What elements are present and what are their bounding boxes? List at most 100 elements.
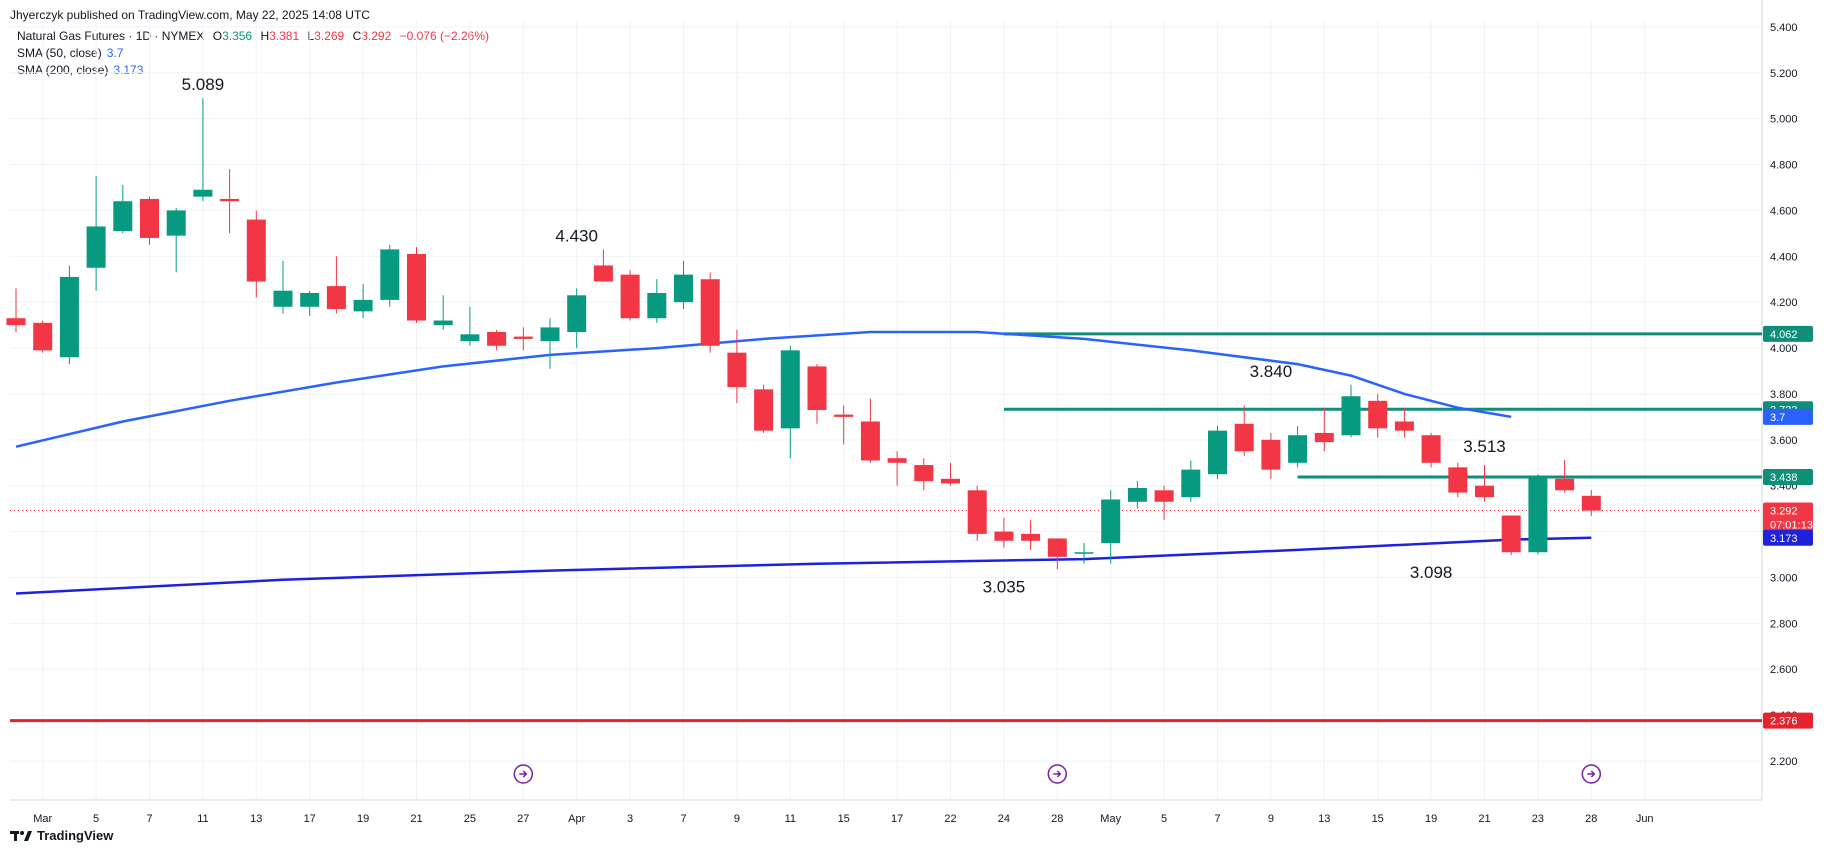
candle [780, 345, 800, 459]
change-value: −0.076 (−2.26%) [399, 29, 490, 43]
candle [1021, 520, 1041, 550]
candle [246, 210, 266, 298]
price-annotation: 3.840 [1250, 362, 1293, 381]
candle-body [1021, 533, 1041, 541]
candle [674, 260, 693, 310]
candle-body [86, 226, 106, 268]
candle [1234, 405, 1254, 456]
sma50-label: SMA (50, close) [17, 46, 102, 60]
candle [300, 290, 320, 316]
candle [33, 320, 53, 353]
sma200-legend[interactable]: SMA (200, close) 3.173 [17, 63, 148, 77]
candle-body [1261, 439, 1281, 470]
candle [1421, 432, 1441, 468]
candle [326, 256, 346, 314]
x-tick-label: 21 [1478, 813, 1490, 825]
candle-body [1555, 478, 1575, 491]
x-tick-label: 11 [785, 813, 796, 825]
sma200-label: SMA (200, close) [17, 63, 109, 77]
candle [513, 327, 533, 351]
x-tick-label: 11 [197, 813, 208, 825]
candle-body [567, 295, 587, 332]
x-tick-label: Apr [568, 813, 585, 825]
close-label: C [352, 29, 362, 43]
candle [834, 405, 854, 445]
candle-body [1074, 552, 1094, 554]
candle-body [166, 210, 186, 236]
y-tick-label: 4.200 [1770, 297, 1798, 309]
candle-body [1448, 467, 1468, 493]
candle [567, 288, 587, 349]
candle-body [807, 366, 827, 410]
sma200-line [15, 536, 1592, 595]
open-value: 3.356 [222, 29, 253, 43]
candle-body [1475, 485, 1494, 498]
candle-body [1154, 490, 1174, 502]
candle-body [754, 389, 774, 431]
candle [166, 208, 186, 273]
x-tick-label: 3 [627, 813, 633, 825]
event-marker-icon[interactable] [1581, 764, 1602, 784]
event-marker-icon[interactable] [1047, 764, 1068, 784]
svg-text:3.292: 3.292 [1770, 505, 1798, 517]
candle [1581, 490, 1601, 516]
x-tick-label: 19 [1425, 813, 1437, 825]
x-tick-label: 28 [1585, 813, 1597, 825]
level-4062-badge: 4.062 [1763, 325, 1813, 342]
candle-body [326, 286, 346, 310]
level-3438-badge: 3.438 [1763, 468, 1813, 485]
x-tick-label: 28 [1051, 813, 1063, 825]
candle [59, 265, 79, 365]
publisher-line: Jhyerczyk published on TradingView.com, … [10, 8, 370, 22]
sma50-legend[interactable]: SMA (50, close) 3.7 [17, 46, 128, 60]
candle-body [887, 458, 907, 463]
candles [6, 98, 1601, 570]
candle [273, 260, 293, 314]
candle [1047, 538, 1067, 570]
candle [967, 485, 987, 541]
tradingview-logo-icon [10, 830, 32, 842]
candle-body [1341, 396, 1361, 436]
candle [1501, 515, 1521, 555]
candle [1127, 481, 1147, 509]
y-tick-label: 3.600 [1770, 435, 1798, 447]
candle-body [780, 350, 800, 429]
x-tick-label: 15 [1372, 813, 1384, 825]
candle-body [1501, 515, 1521, 553]
svg-text:4.062: 4.062 [1770, 329, 1798, 341]
candle-body [593, 265, 613, 282]
candle [860, 398, 880, 463]
candle [407, 247, 426, 323]
x-tick-label: 23 [1532, 813, 1544, 825]
y-tick-label: 2.600 [1770, 664, 1798, 676]
candle [1154, 485, 1174, 521]
candle-body [941, 478, 960, 484]
x-tick-label: 5 [93, 813, 99, 825]
candle-body [1528, 476, 1548, 553]
candle [1208, 426, 1227, 479]
candle-body [193, 189, 213, 197]
candle-body [300, 293, 320, 307]
candle-body [1208, 430, 1227, 475]
candle [754, 384, 774, 433]
candle [140, 196, 159, 245]
candle-body [353, 299, 373, 312]
sma50-badge: 3.7 [1763, 408, 1813, 425]
x-tick-label: 9 [1268, 813, 1274, 825]
y-tick-label: 5.000 [1770, 114, 1798, 126]
level-2376-badge: 2.376 [1763, 712, 1813, 729]
candle [1341, 384, 1361, 438]
candle [727, 329, 747, 404]
candle-body [113, 201, 133, 232]
event-marker-icon[interactable] [513, 764, 534, 784]
candle-body [1421, 435, 1441, 463]
candle-body [407, 254, 426, 321]
candle-body [220, 198, 240, 202]
y-tick-label: 5.400 [1770, 22, 1798, 34]
sma50-line [15, 330, 1512, 448]
low-label: L [307, 29, 315, 43]
candle [914, 458, 934, 491]
symbol-header: Natural Gas Futures · 1D · NYMEX O3.356 … [17, 29, 494, 43]
svg-text:3.173: 3.173 [1770, 533, 1798, 545]
